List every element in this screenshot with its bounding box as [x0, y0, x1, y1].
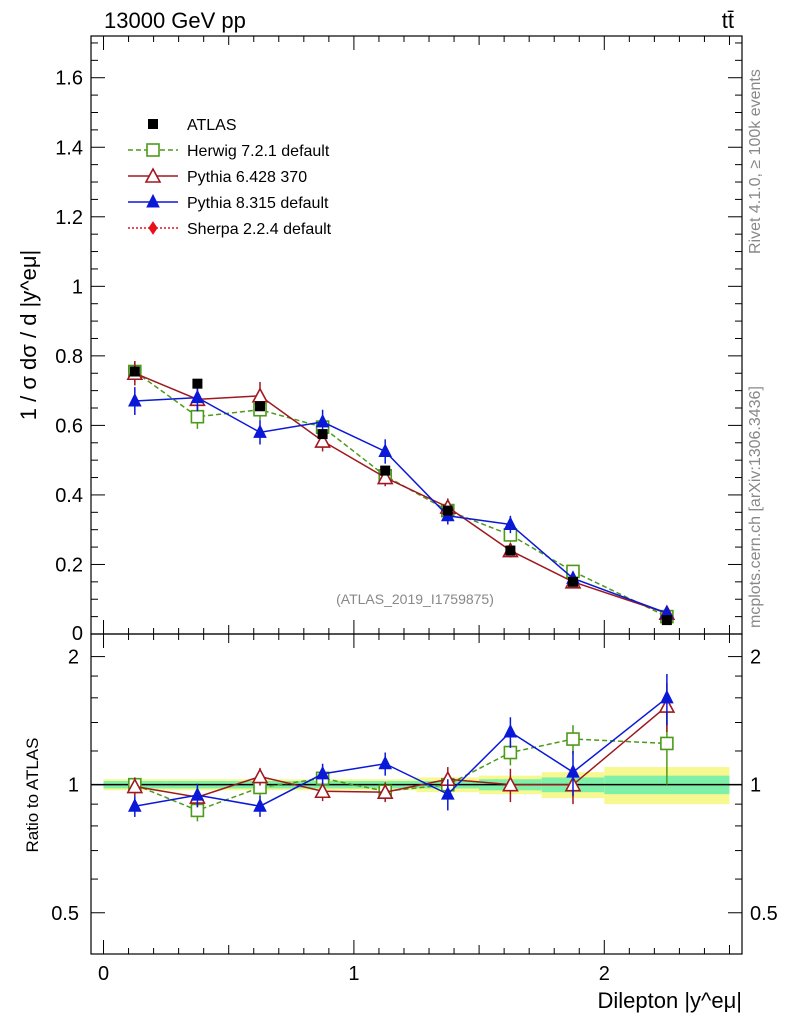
header-final-state-label: tt̄	[722, 8, 734, 33]
pythia-6-428-370-main-point	[251, 387, 269, 403]
pythia-6-428-370-ratio-point	[126, 777, 144, 794]
pythia-8-315-default-ratio-point	[378, 755, 393, 770]
ratio-panel-frame	[90, 633, 743, 955]
pythia-6-428-370-ratio-point	[376, 783, 394, 800]
x-axis-label: Dilepton |y^eμ|	[598, 988, 743, 1013]
y-tick-label: 0.2	[55, 554, 83, 576]
pythia-8-315-default-ratio-point	[128, 798, 142, 812]
pythia-8-315-default-ratio-point	[190, 787, 205, 801]
pythia-6-428-370-ratio-point	[251, 767, 269, 784]
legend-label-atlas: ATLAS	[187, 117, 237, 134]
pythia-6-428-370-main-point	[314, 432, 331, 448]
y-tick-label: 0.8	[55, 346, 83, 368]
y-tick-label: 0.4	[55, 485, 83, 507]
legend-marker-atlas	[148, 119, 158, 129]
atlas-data-point	[317, 429, 328, 440]
x-tick-label: 0	[98, 963, 109, 985]
pythia-6-428-370-main-point	[376, 468, 394, 485]
ratio-y-tick-label-left: 1	[68, 775, 79, 797]
ratio-y-tick-label-right: 2	[750, 647, 761, 669]
atlas-data-point	[442, 505, 453, 516]
pythia-6-428-370-ratio-point	[502, 775, 519, 792]
legend-label-pythia-8-315-default: Pythia 8.315 default	[187, 195, 329, 212]
ratio-y-tick-label-left: 0.5	[51, 903, 79, 925]
herwig-7-2-1-default-main-point	[190, 409, 205, 424]
header-process-label: 13000 GeV pp	[104, 8, 246, 33]
mcplots-label: mcplots.cern.ch [arXiv:1306.3436]	[747, 386, 764, 628]
legend-marker-pythia-8-315-default	[146, 193, 160, 208]
legend-label-pythia-6-428-370: Pythia 6.428 370	[187, 169, 307, 186]
pythia-6-428-370-ratio-point	[314, 782, 331, 799]
y-tick-label: 1.6	[55, 68, 83, 90]
pythia-8-315-default-main-point	[253, 424, 267, 438]
y-tick-label: 1.4	[55, 137, 83, 159]
data-series	[126, 361, 676, 822]
atlas-data-point	[661, 615, 672, 626]
pythia-8-315-default-main-point	[503, 516, 518, 530]
axis-ticks: 0 1 2 0.2 0.4 0.6 0.8 1 1.2 1.4 1.6 0 0.5 0.5 1 1 2 2	[51, 36, 778, 985]
main-y-axis-label: 1 / σ dσ / d |y^eμ|	[16, 250, 41, 420]
pythia-8-315-default-main-line	[134, 396, 668, 614]
y-tick-label: 1	[72, 276, 83, 298]
atlas-data-point	[255, 401, 266, 412]
pythia-8-315-default-main-point	[190, 389, 205, 404]
herwig-7-2-1-default-ratio-point	[660, 736, 674, 751]
atlas-data-point	[129, 366, 140, 377]
legend-label-herwig-7-2-1-default: Herwig 7.2.1 default	[187, 143, 330, 160]
x-tick-label: 2	[599, 963, 610, 985]
y-tick-label: 0.6	[55, 415, 83, 437]
ratio-y-tick-label-right: 1	[750, 775, 761, 797]
y-tick-label: 1.2	[55, 207, 83, 229]
y-tick-label-zero: 0	[72, 623, 83, 645]
pythia-8-315-default-ratio-point	[253, 798, 267, 812]
herwig-7-2-1-default-ratio-line	[134, 738, 667, 812]
analysis-watermark: (ATLAS_2019_I1759875)	[336, 591, 494, 607]
herwig-7-2-1-default-ratio-point	[503, 745, 518, 760]
pythia-8-315-default-ratio-point	[440, 786, 455, 800]
pythia-8-315-default-ratio-point	[315, 765, 330, 780]
pythia-6-428-370-main-line	[134, 372, 668, 614]
pythia-8-315-default-main-point	[315, 413, 330, 428]
legend-marker-pythia-6-428-370	[144, 167, 162, 183]
legend-label-sherpa-2-2-4-default: Sherpa 2.2.4 default	[187, 221, 332, 238]
ratio-y-tick-label-right: 0.5	[750, 903, 778, 925]
legend: ATLAS Herwig 7.2.1 default Pythia 6.428 37…	[128, 117, 332, 238]
pythia-8-315-default-main-point	[378, 443, 393, 457]
pythia-8-315-default-ratio-point	[566, 764, 580, 778]
pythia-8-315-default-ratio-point	[660, 689, 674, 704]
herwig-7-2-1-default-ratio-point	[566, 732, 580, 746]
pythia-8-315-default-main-point	[128, 392, 142, 407]
herwig-7-2-1-default-main-line	[134, 370, 668, 618]
ratio-y-axis-label-text: Ratio to ATLAS	[23, 738, 42, 853]
x-tick-label: 1	[348, 963, 359, 985]
rivet-version-label: Rivet 4.1.0, ≥ 100k events	[747, 69, 764, 254]
atlas-data-point	[192, 378, 203, 389]
main-y-axis-label-text: 1 / σ dσ / d |y^eμ|	[16, 250, 41, 420]
ratio-y-tick-label-left: 2	[68, 647, 79, 669]
atlas-data-point	[380, 465, 391, 476]
legend-marker-herwig-7-2-1-default	[146, 143, 160, 157]
legend-marker-sherpa-2-2-4-default	[148, 221, 158, 235]
ratio-y-axis-label: Ratio to ATLAS	[23, 738, 42, 853]
atlas-data-point	[505, 545, 516, 556]
atlas-data-point	[567, 576, 578, 587]
pythia-8-315-default-ratio-point	[503, 723, 518, 738]
